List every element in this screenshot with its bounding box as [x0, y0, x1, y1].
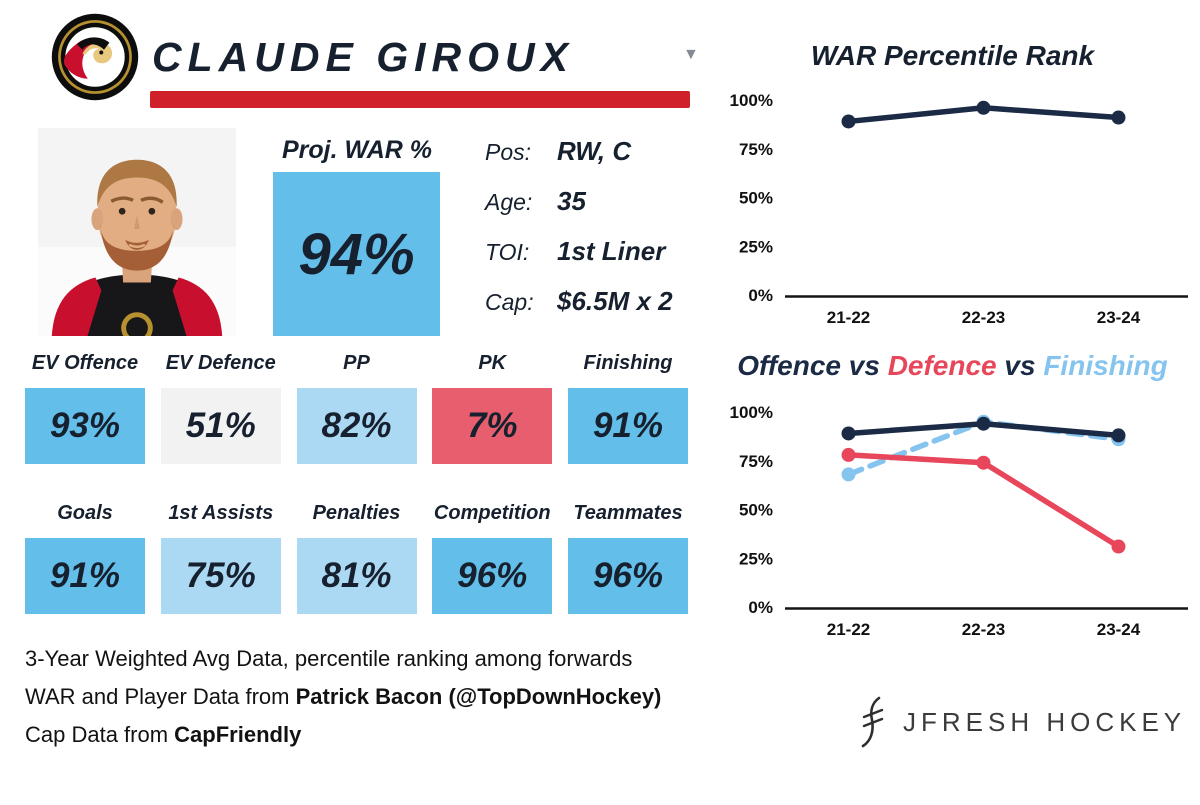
- stat-label: Finishing: [583, 352, 673, 374]
- svg-text:50%: 50%: [739, 189, 773, 208]
- stat-value: 81%: [296, 538, 417, 614]
- stat-label: EV Offence: [31, 352, 139, 374]
- svg-text:23-24: 23-24: [1097, 308, 1141, 327]
- stats-row-1: EV Offence 93% EV Defence 51% PP 82% PK …: [25, 352, 688, 464]
- stat-ev-defence: EV Defence 51%: [160, 352, 281, 464]
- bio-label: Pos:: [485, 139, 532, 165]
- stat-value: 7%: [432, 388, 553, 464]
- chevron-down-icon[interactable]: ▼: [683, 46, 699, 63]
- stat-penalties: Penalties 81%: [296, 502, 417, 614]
- stat-teammates: Teammates 96%: [568, 502, 688, 614]
- stat-label: EV Defence: [165, 352, 276, 374]
- stat-pp: PP 82%: [296, 352, 417, 464]
- stat-value: 82%: [296, 388, 417, 464]
- stat-competition: Competition 96%: [432, 502, 553, 614]
- bio-value: RW, C: [557, 136, 632, 166]
- svg-text:21-22: 21-22: [827, 308, 870, 327]
- svg-text:0%: 0%: [748, 286, 773, 305]
- offence-defence-finishing-chart: 0% 25% 50% 75% 100% 21-22 22-23 23-24: [730, 403, 1188, 639]
- bio-list: Pos: RW, C Age: 35 TOI: 1st Liner Cap: $…: [485, 136, 673, 336]
- stat-label: Goals: [57, 502, 113, 524]
- bio-value: 1st Liner: [557, 236, 666, 266]
- svg-text:22-23: 22-23: [962, 620, 1005, 639]
- svg-text:50%: 50%: [739, 501, 773, 520]
- svg-text:22-23: 22-23: [962, 308, 1005, 327]
- svg-text:0%: 0%: [748, 598, 773, 617]
- stat-label: Competition: [433, 502, 551, 524]
- stat-finishing: Finishing 91%: [568, 352, 688, 464]
- stat-label: Teammates: [573, 502, 683, 524]
- bio-value: 35: [557, 186, 586, 216]
- bio-row-toi-: TOI: 1st Liner: [485, 236, 673, 286]
- svg-text:100%: 100%: [730, 403, 773, 422]
- footnote-line-3: Cap Data from CapFriendly: [25, 722, 302, 747]
- svg-text:75%: 75%: [739, 452, 773, 471]
- stat-value: 75%: [160, 538, 281, 614]
- bio-row-age-: Age: 35: [485, 186, 673, 236]
- chart2-title-part: vs: [840, 350, 888, 381]
- stat-goals: Goals 91%: [25, 502, 145, 614]
- war-chart-title: WAR Percentile Rank: [810, 40, 1095, 71]
- chart2-title: Offence vs Defence vs Finishing: [715, 350, 1190, 382]
- bio-label: TOI:: [485, 239, 530, 265]
- proj-war-value: 94%: [298, 221, 415, 287]
- svg-text:21-22: 21-22: [827, 620, 870, 639]
- stat-label: PP: [343, 352, 370, 374]
- proj-war-box: 94%: [273, 172, 440, 336]
- footnotes: 3-Year Weighted Avg Data, percentile ran…: [25, 640, 661, 754]
- footnote-line-1: 3-Year Weighted Avg Data, percentile ran…: [25, 646, 633, 671]
- bio-row-pos-: Pos: RW, C: [485, 136, 673, 186]
- stats-row-2: Goals 91% 1st Assists 75% Penalties 81% …: [25, 502, 688, 614]
- stat-1st-assists: 1st Assists 75%: [160, 502, 281, 614]
- bio-value: $6.5M x 2: [557, 286, 673, 316]
- bio-row-cap-: Cap: $6.5M x 2: [485, 286, 673, 336]
- chart2-title-part: Finishing: [1043, 350, 1168, 381]
- senators-team-logo-icon: [50, 12, 140, 102]
- chart2-title-part: Defence: [887, 350, 997, 381]
- stat-value: 91%: [568, 388, 688, 464]
- war-percentile-chart: 0% 25% 50% 75% 100% 21-22 22-23 23-24: [730, 91, 1188, 327]
- svg-text:25%: 25%: [739, 237, 773, 256]
- bio-label: Cap:: [485, 289, 534, 315]
- proj-war-label: Proj. WAR %: [281, 136, 432, 164]
- stat-value: 96%: [432, 538, 553, 614]
- stat-value: 51%: [160, 388, 281, 464]
- footnote-line-2: WAR and Player Data from Patrick Bacon (…: [25, 684, 662, 709]
- player-photo: [38, 128, 236, 336]
- page-title: CLAUDE GIROUX: [152, 34, 574, 80]
- bio-label: Age:: [485, 189, 533, 215]
- stat-value: 93%: [25, 388, 145, 464]
- svg-text:23-24: 23-24: [1097, 620, 1141, 639]
- svg-text:75%: 75%: [739, 140, 773, 159]
- stat-label: 1st Assists: [168, 502, 274, 524]
- chart2-title-part: Offence: [737, 350, 841, 381]
- chart2-title-part: vs: [996, 350, 1044, 381]
- svg-text:100%: 100%: [730, 91, 773, 110]
- stat-value: 96%: [568, 538, 688, 614]
- stat-ev-offence: EV Offence 93%: [25, 352, 145, 464]
- title-underline-bar: [150, 91, 690, 108]
- jfresh-branding: JFRESH HOCKEY: [855, 695, 1186, 749]
- svg-text:25%: 25%: [739, 549, 773, 568]
- stat-pk: PK 7%: [432, 352, 553, 464]
- jfresh-logo-icon: [861, 696, 884, 748]
- stat-value: 91%: [25, 538, 145, 614]
- jfresh-wordmark: JFRESH HOCKEY: [903, 706, 1187, 737]
- stat-label: Penalties: [312, 502, 401, 524]
- stat-label: PK: [478, 352, 507, 374]
